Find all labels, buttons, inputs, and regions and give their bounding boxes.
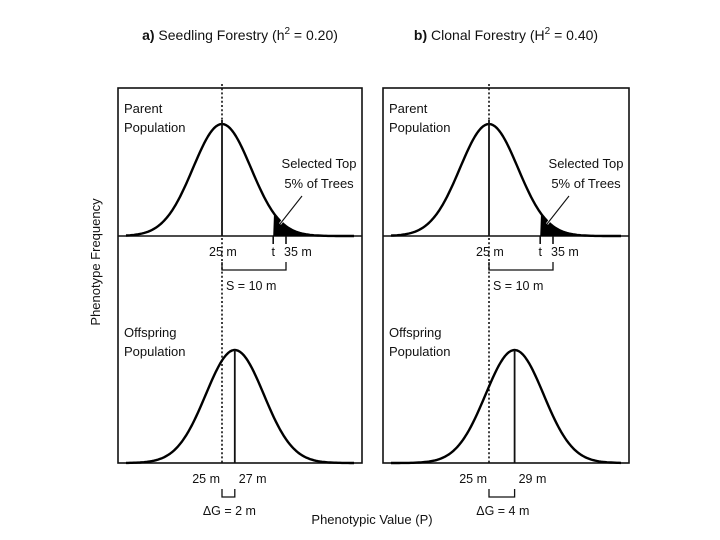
panel-title: a) Seedling Forestry (h2 = 0.20) — [142, 26, 338, 43]
parent-distribution-curve — [125, 122, 354, 238]
panel-title: b) Clonal Forestry (H2 = 0.40) — [414, 26, 598, 43]
genetic-gain-label: ΔG = 2 m — [203, 504, 256, 518]
parent-mean-tick-label: 25 m — [476, 245, 504, 259]
parent-population-label: Population — [124, 120, 185, 135]
panel-a: a) Seedling Forestry (h2 = 0.20) Parent Po… — [117, 26, 363, 518]
panels-layer: a) Seedling Forestry (h2 = 0.20)ParentPo… — [117, 26, 630, 518]
offspring-distribution-curve — [126, 348, 354, 465]
y-axis-label: Phenotype Frequency — [88, 198, 103, 326]
genetic-gain-bracket — [221, 489, 236, 498]
threshold-tick-label: t — [271, 245, 275, 259]
selected-top-label: Selected Top — [549, 156, 624, 171]
selected-top-label: Selected Top — [282, 156, 357, 171]
parent-mean-tick-label: 25 m — [209, 245, 237, 259]
panel-title-tail: = 0.40) — [550, 27, 598, 43]
parent-distribution-curve — [390, 122, 621, 238]
selected-mean-tick-label: 35 m — [551, 245, 579, 259]
panel-title-superscript: 2 — [545, 26, 551, 37]
panel-frame — [117, 87, 363, 464]
genetic-gain-bracket — [488, 489, 516, 498]
genetic-gain-label: ΔG = 4 m — [476, 504, 529, 518]
selected-tail-area — [273, 213, 354, 236]
selected-top-label: 5% of Trees — [284, 176, 354, 191]
selected-tail-area — [540, 213, 621, 236]
panel-letter: a) — [142, 27, 158, 43]
selection-differential-bracket — [221, 262, 287, 271]
selection-differential-bracket — [488, 262, 554, 271]
offspring-mean-tick-label: 29 m — [519, 472, 547, 486]
threshold-tick-label: t — [538, 245, 542, 259]
selected-pointer — [279, 195, 303, 225]
selected-mean-tick-label: 35 m — [284, 245, 312, 259]
panel-b: b) Clonal Forestry (H2 = 0.40) Parent Popu… — [382, 26, 630, 518]
offspring-population-label: Population — [124, 344, 185, 359]
panel-title-superscript: 2 — [284, 26, 290, 37]
offspring-base-tick-label: 25 m — [459, 472, 487, 486]
selection-differential-label: S = 10 m — [493, 279, 543, 293]
offspring-population-label: Offspring — [389, 325, 442, 340]
panel-title-main: Clonal Forestry (H — [431, 27, 545, 43]
x-axis-label: Phenotypic Value (P) — [311, 512, 432, 527]
offspring-base-tick-label: 25 m — [192, 472, 220, 486]
selected-pointer — [546, 195, 570, 225]
offspring-population-label: Population — [389, 344, 450, 359]
offspring-population-label: Offspring — [124, 325, 177, 340]
selected-top-label: 5% of Trees — [551, 176, 621, 191]
parent-population-label: Parent — [389, 101, 428, 116]
panel-title-tail: = 0.20) — [290, 27, 338, 43]
parent-population-label: Parent — [124, 101, 163, 116]
panel-title-main: Seedling Forestry (h — [158, 27, 284, 43]
selection-differential-label: S = 10 m — [226, 279, 276, 293]
panel-frame — [382, 87, 630, 464]
offspring-distribution-curve — [391, 348, 622, 465]
panel-letter: b) — [414, 27, 431, 43]
offspring-mean-tick-label: 27 m — [239, 472, 267, 486]
parent-population-label: Population — [389, 120, 450, 135]
